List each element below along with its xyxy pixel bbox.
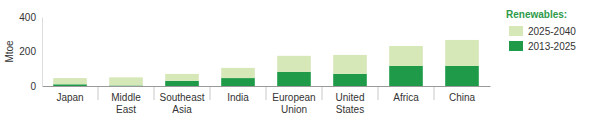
x-tick-label: India	[227, 92, 249, 103]
x-tick: SoutheastAsia	[159, 86, 204, 115]
x-tick: EuropeanUnion	[272, 86, 315, 115]
bar	[53, 78, 87, 84]
bar	[277, 56, 311, 72]
legend-title: Renewables:	[506, 9, 567, 20]
x-tick-label: MiddleEast	[111, 92, 141, 115]
y-tick: 400	[19, 12, 42, 23]
chart: Japan MiddleEast SoutheastAsia India Europea…	[0, 0, 590, 123]
x-tick-label-line: United	[336, 92, 365, 103]
bar	[53, 84, 87, 86]
x-tick-label-line: European	[272, 92, 315, 103]
bar	[389, 46, 423, 66]
x-axis: Japan MiddleEast SoutheastAsia India Europea…	[43, 86, 491, 115]
bar	[389, 66, 423, 86]
y-tick-label: 200	[19, 46, 36, 57]
bar	[445, 66, 479, 86]
x-tick-label-line: Asia	[172, 104, 192, 115]
bar	[445, 40, 479, 66]
bar	[333, 74, 367, 86]
x-tick-label-line: Southeast	[159, 92, 204, 103]
y-tick-label: 0	[30, 81, 36, 92]
x-tick: India	[227, 86, 249, 103]
bar	[109, 77, 143, 85]
y-axis: 0 200 400	[19, 12, 42, 92]
separator	[210, 86, 211, 100]
bar	[333, 55, 367, 74]
x-tick-label-line: States	[336, 104, 364, 115]
legend-swatch	[509, 26, 523, 36]
separator	[154, 86, 155, 100]
separators	[98, 86, 434, 100]
legend-label: 2013-2025	[528, 41, 576, 52]
y-axis-title: Mtoe	[4, 40, 15, 63]
separator	[322, 86, 323, 100]
x-tick-label-line: India	[227, 92, 249, 103]
plot: Japan MiddleEast SoutheastAsia India Europea…	[19, 12, 490, 115]
y-tick-label: 400	[19, 12, 36, 23]
bars	[53, 40, 479, 86]
legend-swatch	[509, 41, 523, 51]
x-tick-label: EuropeanUnion	[272, 92, 315, 115]
x-tick-label-line: China	[449, 92, 476, 103]
x-tick-label: China	[449, 92, 476, 103]
separator	[378, 86, 379, 100]
bar	[277, 72, 311, 86]
x-tick-label-line: Japan	[56, 92, 83, 103]
bar	[221, 78, 255, 86]
x-tick: China	[449, 86, 476, 103]
x-tick: UnitedStates	[336, 86, 365, 115]
x-tick-label: Japan	[56, 92, 83, 103]
x-axis-line	[43, 86, 491, 87]
separator	[98, 86, 99, 100]
x-tick-label-line: Africa	[393, 92, 419, 103]
legend-label: 2025-2040	[528, 26, 576, 37]
x-tick-label: UnitedStates	[336, 92, 365, 115]
legend: Renewables: 2025-2040 2013-2025	[506, 9, 576, 52]
y-tick: 200	[19, 46, 42, 57]
x-tick-label: Africa	[393, 92, 419, 103]
bar	[165, 81, 199, 86]
separator	[266, 86, 267, 100]
x-tick-label: SoutheastAsia	[159, 92, 204, 115]
x-tick: Africa	[393, 86, 419, 103]
bar	[165, 74, 199, 81]
x-tick: Japan	[56, 86, 83, 103]
x-tick-label-line: Middle	[111, 92, 141, 103]
y-tick: 0	[30, 81, 42, 92]
y-axis-line	[42, 18, 43, 87]
separator	[434, 86, 435, 100]
x-tick: MiddleEast	[111, 86, 141, 115]
x-tick-label-line: East	[116, 104, 136, 115]
x-tick-label-line: Union	[281, 104, 307, 115]
bar	[221, 68, 255, 78]
